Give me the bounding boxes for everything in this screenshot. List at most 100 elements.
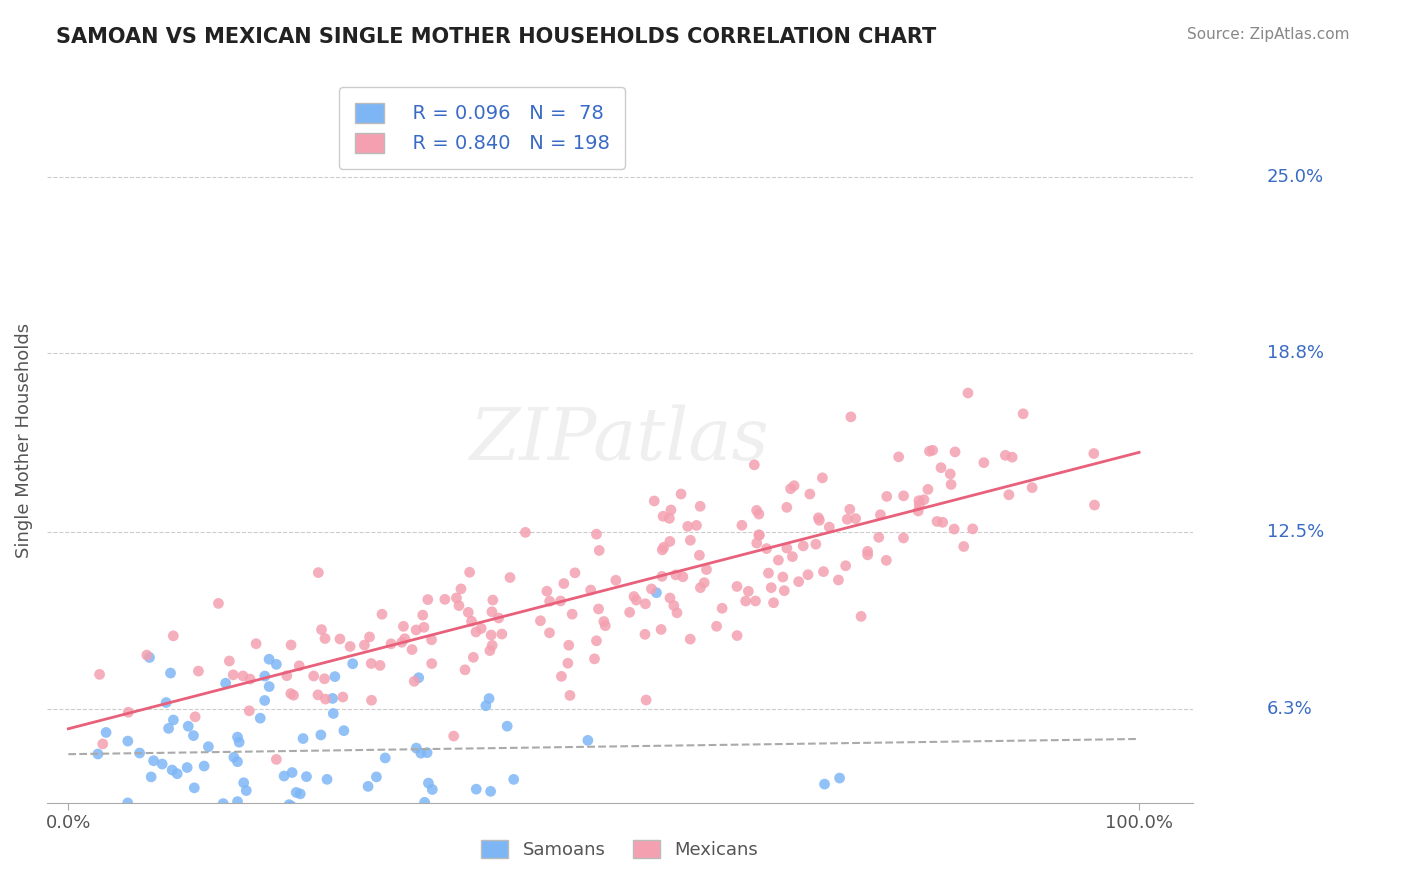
Point bbox=[413, 620, 436, 634]
Point bbox=[193, 759, 215, 773]
Point bbox=[804, 537, 827, 551]
Point bbox=[651, 569, 673, 583]
Point bbox=[360, 693, 382, 707]
Point bbox=[458, 566, 481, 580]
Point bbox=[297, 807, 319, 822]
Point bbox=[368, 658, 391, 673]
Point bbox=[447, 599, 470, 613]
Point bbox=[499, 570, 522, 584]
Point bbox=[745, 536, 768, 550]
Point bbox=[157, 722, 180, 736]
Point bbox=[734, 594, 756, 608]
Point bbox=[416, 746, 439, 760]
Point bbox=[887, 450, 910, 464]
Point bbox=[689, 581, 711, 595]
Point bbox=[443, 729, 465, 743]
Point bbox=[470, 621, 492, 635]
Point bbox=[779, 482, 801, 496]
Point bbox=[405, 741, 427, 756]
Point bbox=[553, 576, 575, 591]
Point bbox=[366, 770, 388, 784]
Point bbox=[838, 502, 860, 516]
Point bbox=[371, 607, 394, 622]
Point bbox=[693, 575, 716, 590]
Text: SAMOAN VS MEXICAN SINGLE MOTHER HOUSEHOLDS CORRELATION CHART: SAMOAN VS MEXICAN SINGLE MOTHER HOUSEHOL… bbox=[56, 27, 936, 46]
Point bbox=[994, 448, 1017, 462]
Point bbox=[550, 669, 572, 683]
Point bbox=[226, 795, 249, 809]
Point bbox=[651, 542, 673, 557]
Point bbox=[413, 795, 436, 809]
Point bbox=[257, 680, 280, 694]
Point bbox=[280, 687, 302, 701]
Point bbox=[330, 804, 353, 818]
Point bbox=[405, 623, 427, 637]
Point bbox=[679, 533, 702, 548]
Point bbox=[420, 632, 443, 647]
Point bbox=[292, 731, 315, 746]
Point bbox=[314, 632, 336, 646]
Point bbox=[550, 594, 572, 608]
Point bbox=[323, 670, 346, 684]
Point bbox=[557, 657, 579, 671]
Point bbox=[329, 632, 352, 646]
Point bbox=[876, 490, 898, 504]
Point bbox=[1083, 446, 1105, 460]
Point bbox=[479, 784, 502, 798]
Point bbox=[645, 585, 668, 599]
Point bbox=[479, 628, 502, 642]
Point bbox=[212, 797, 235, 811]
Point bbox=[605, 574, 627, 588]
Point bbox=[404, 674, 426, 689]
Point bbox=[711, 601, 734, 615]
Point bbox=[232, 669, 254, 683]
Point bbox=[481, 605, 503, 619]
Point bbox=[636, 693, 658, 707]
Point bbox=[893, 489, 915, 503]
Point bbox=[353, 638, 375, 652]
Text: 25.0%: 25.0% bbox=[1267, 168, 1324, 186]
Point bbox=[177, 719, 200, 733]
Point bbox=[797, 567, 820, 582]
Point bbox=[782, 549, 804, 564]
Point bbox=[659, 503, 682, 517]
Y-axis label: Single Mother Households: Single Mother Households bbox=[15, 322, 32, 558]
Point bbox=[731, 518, 754, 533]
Point bbox=[773, 583, 796, 598]
Point bbox=[433, 592, 456, 607]
Point bbox=[1021, 481, 1043, 495]
Point bbox=[685, 518, 707, 533]
Point bbox=[748, 528, 770, 542]
Point bbox=[679, 632, 702, 647]
Point bbox=[561, 607, 583, 622]
Point bbox=[813, 565, 835, 579]
Text: Source: ZipAtlas.com: Source: ZipAtlas.com bbox=[1187, 27, 1350, 42]
Point bbox=[706, 619, 728, 633]
Point bbox=[481, 638, 503, 652]
Point bbox=[380, 637, 402, 651]
Point bbox=[266, 752, 288, 766]
Point bbox=[162, 713, 184, 727]
Point bbox=[488, 611, 510, 625]
Point bbox=[652, 541, 675, 555]
Point bbox=[322, 691, 344, 706]
Point bbox=[502, 772, 524, 787]
Point bbox=[214, 676, 236, 690]
Point bbox=[652, 509, 675, 524]
Point bbox=[332, 690, 354, 704]
Point bbox=[583, 652, 606, 666]
Point bbox=[745, 503, 768, 517]
Point bbox=[768, 553, 790, 567]
Point bbox=[478, 691, 501, 706]
Point bbox=[307, 688, 329, 702]
Point bbox=[322, 706, 344, 721]
Point bbox=[409, 746, 432, 760]
Point bbox=[828, 771, 851, 785]
Point bbox=[695, 563, 717, 577]
Point bbox=[117, 734, 139, 748]
Point bbox=[222, 668, 245, 682]
Point bbox=[921, 443, 943, 458]
Text: 18.8%: 18.8% bbox=[1267, 344, 1324, 362]
Point bbox=[640, 582, 662, 596]
Point bbox=[290, 787, 312, 801]
